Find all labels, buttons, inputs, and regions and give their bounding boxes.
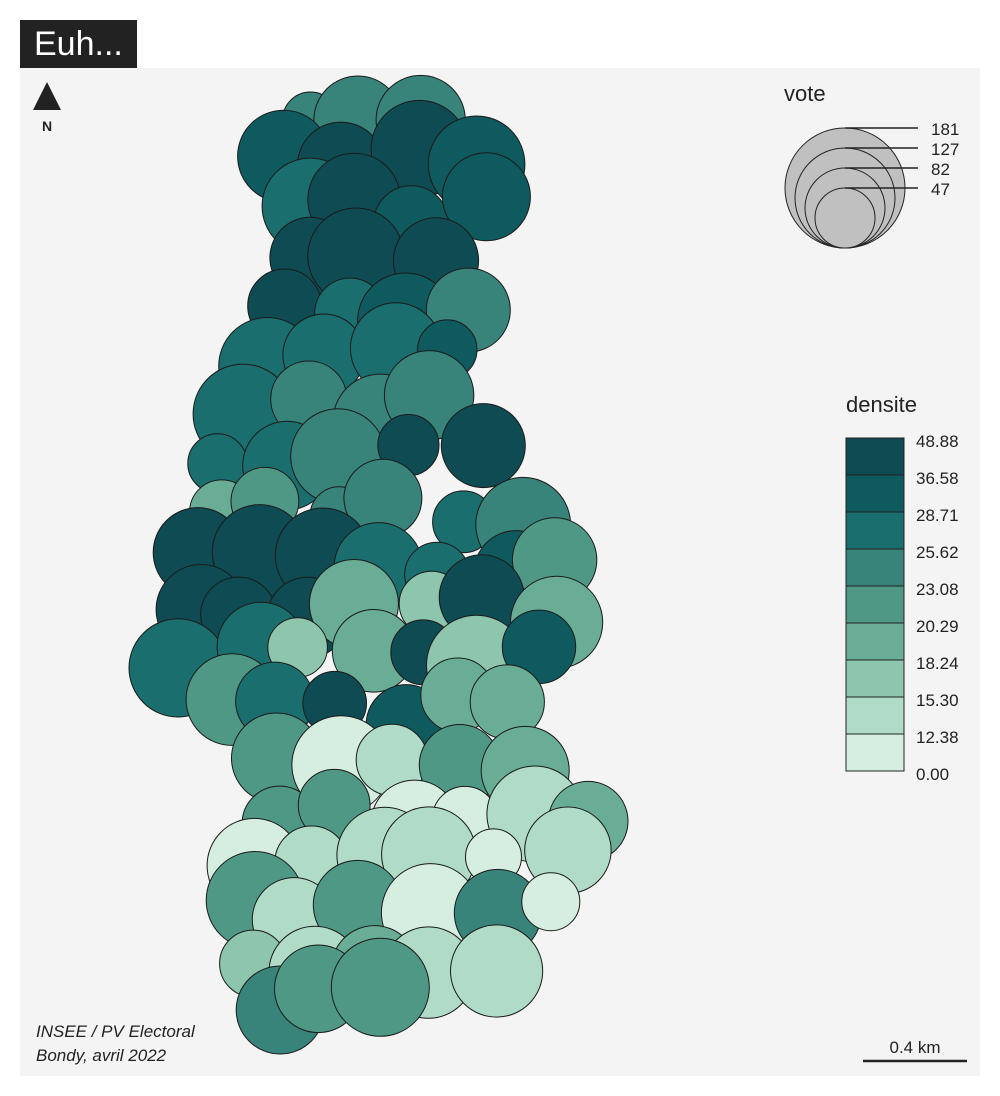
map-title: Euh... — [20, 20, 137, 68]
density-legend: densite 48.88 36.58 28.71 25.62 23.08 20… — [845, 392, 959, 784]
density-class-swatch — [845, 585, 905, 624]
polling-station-circle — [441, 152, 531, 242]
density-legend-title: densite — [846, 392, 917, 417]
polling-station-circle — [450, 924, 544, 1018]
vote-legend: vote 181 127 82 47 — [784, 81, 959, 249]
density-class-swatch — [845, 733, 905, 772]
vote-legend-value: 82 — [931, 160, 950, 179]
density-class-swatch — [845, 511, 905, 550]
source-credit: INSEE / PV Electoral — [36, 1022, 195, 1041]
vote-legend-value: 127 — [931, 140, 959, 159]
vote-legend-title: vote — [784, 81, 826, 106]
proportional-circles — [128, 74, 629, 1055]
north-arrow-icon: N — [33, 82, 61, 134]
vote-legend-circle — [814, 187, 876, 249]
map-caption: Bondy, avril 2022 — [36, 1046, 167, 1065]
map-title-text: Euh... — [34, 24, 123, 63]
density-break: 18.24 — [916, 654, 959, 673]
density-class-swatch — [845, 659, 905, 698]
scale-bar-label: 0.4 km — [889, 1038, 940, 1057]
vote-legend-value: 47 — [931, 180, 950, 199]
vote-legend-value: 181 — [931, 120, 959, 139]
polling-station-circle — [330, 937, 430, 1037]
density-break: 48.88 — [916, 432, 959, 451]
density-break: 0.00 — [916, 765, 949, 784]
polling-station-circle — [521, 872, 581, 932]
density-class-swatch — [845, 437, 905, 476]
density-break: 23.08 — [916, 580, 959, 599]
scale-bar: 0.4 km — [863, 1038, 967, 1063]
density-break: 20.29 — [916, 617, 959, 636]
density-class-swatch — [845, 696, 905, 735]
density-break: 12.38 — [916, 728, 959, 747]
polling-station-circle — [440, 403, 526, 489]
density-break: 25.62 — [916, 543, 959, 562]
north-label: N — [42, 118, 52, 134]
density-class-swatch — [845, 474, 905, 513]
density-break: 28.71 — [916, 506, 959, 525]
density-break: 36.58 — [916, 469, 959, 488]
density-class-swatch — [845, 548, 905, 587]
density-class-swatch — [845, 622, 905, 661]
density-break: 15.30 — [916, 691, 959, 710]
